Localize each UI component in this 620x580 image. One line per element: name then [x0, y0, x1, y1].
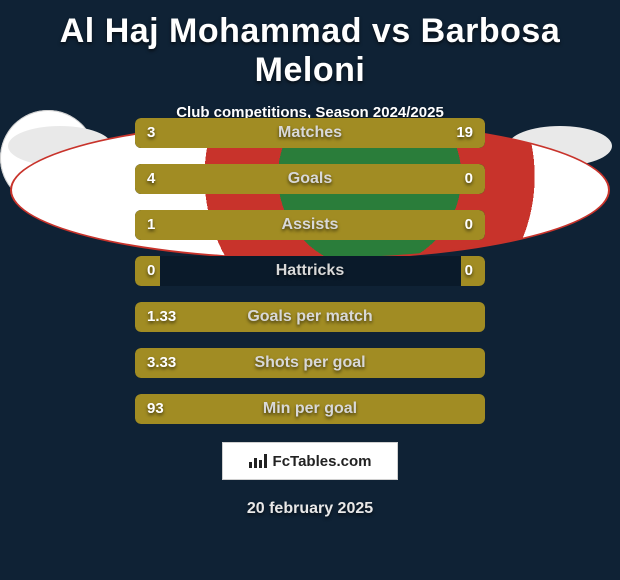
right-logo-1 — [508, 126, 612, 166]
right-logo-2 — [0, 110, 96, 206]
stat-label: Min per goal — [135, 394, 485, 424]
stat-row: 1.33Goals per match — [135, 302, 485, 332]
stat-label: Matches — [135, 118, 485, 148]
page-title: Al Haj Mohammad vs Barbosa Meloni — [0, 0, 620, 90]
left-logo-1 — [8, 126, 112, 166]
bar-chart-icon — [249, 454, 267, 468]
stat-label: Shots per goal — [135, 348, 485, 378]
stat-label: Goals — [135, 164, 485, 194]
date-label: 20 february 2025 — [0, 500, 620, 518]
fctables-badge[interactable]: FcTables.com — [222, 442, 398, 480]
left-logo-2 — [18, 180, 122, 220]
stat-row: 10Assists — [135, 210, 485, 240]
stat-row: 3.33Shots per goal — [135, 348, 485, 378]
stat-row: 319Matches — [135, 118, 485, 148]
fctables-label: FcTables.com — [273, 453, 372, 470]
stat-row: 93Min per goal — [135, 394, 485, 424]
stat-label: Hattricks — [135, 256, 485, 286]
stat-label: Assists — [135, 210, 485, 240]
comparison-chart: 319Matches 40Goals 10Assists 00Hattricks 1.3… — [135, 118, 485, 440]
stat-label: Goals per match — [135, 302, 485, 332]
stat-row: 00Hattricks — [135, 256, 485, 286]
stat-row: 40Goals — [135, 164, 485, 194]
